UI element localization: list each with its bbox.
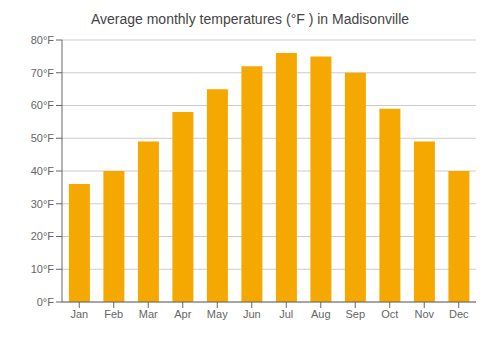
svg-text:20°F: 20°F [31,230,55,242]
svg-text:10°F: 10°F [31,263,55,275]
html-text:Average monthly temperatures (: Average monthly temperatures (°F ) in Ma… [90,11,410,27]
svg-text:Feb: Feb [104,308,123,320]
svg-text:Dec: Dec [449,308,469,320]
svg-text:40°F: 40°F [31,165,55,177]
svg-text:Nov: Nov [414,308,434,320]
svg-text:May: May [207,308,228,320]
svg-text:Mar: Mar [139,308,158,320]
svg-text:Jul: Jul [279,308,293,320]
svg-text:80°F: 80°F [31,34,55,46]
svg-text:Apr: Apr [174,308,191,320]
svg-text:Jun: Jun [243,308,261,320]
svg-text:70°F: 70°F [31,67,55,79]
svg-text:30°F: 30°F [31,198,55,210]
svg-text:Jan: Jan [70,308,88,320]
svg-text:50°F: 50°F [31,132,55,144]
svg-text:0°F: 0°F [37,296,55,308]
svg-text:Sep: Sep [345,308,365,320]
svg-text:60°F: 60°F [31,99,55,111]
svg-text:Aug: Aug [311,308,331,320]
svg-text:Oct: Oct [381,308,398,320]
